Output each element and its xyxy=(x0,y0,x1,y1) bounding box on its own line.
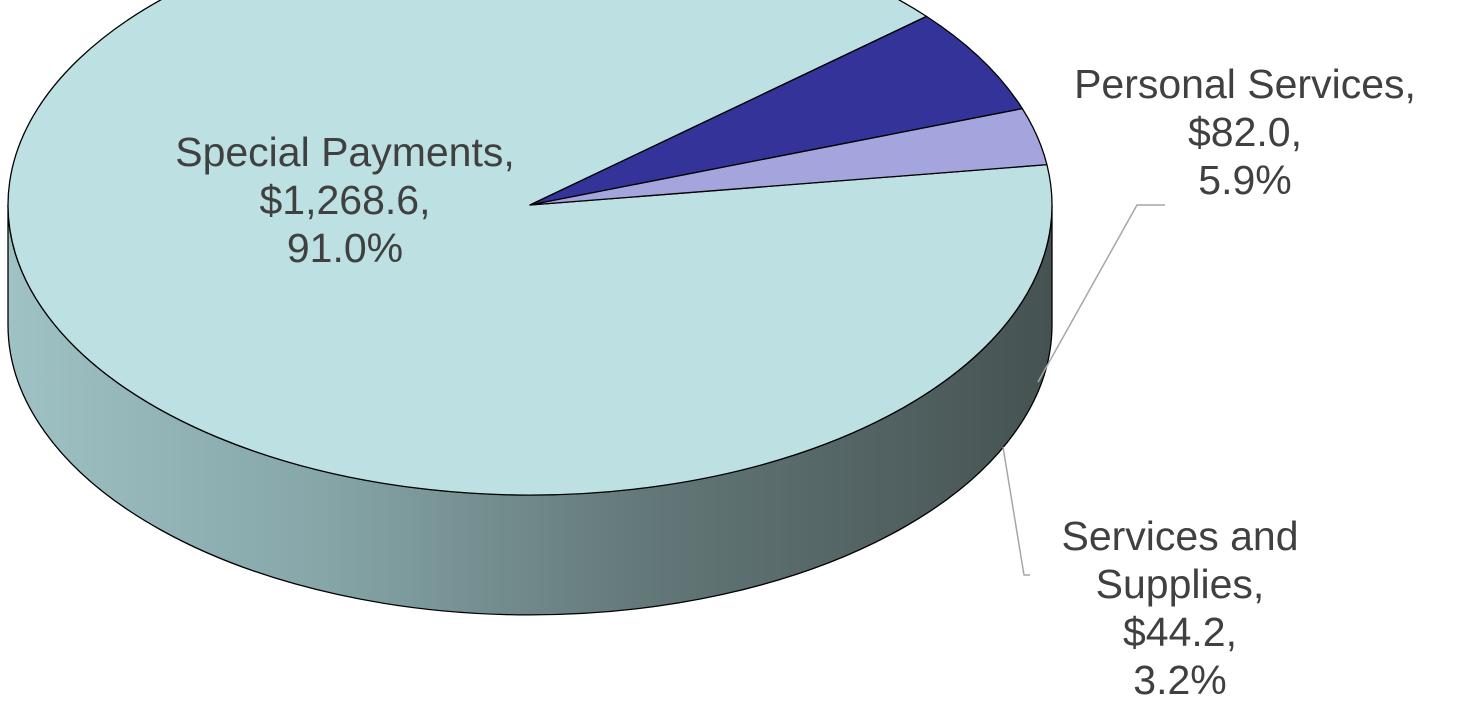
data-label-line: $1,268.6, xyxy=(259,177,431,223)
data-label-line: 91.0% xyxy=(286,225,404,271)
data-label-line: $44.2, xyxy=(1123,609,1237,655)
data-label-line: Special Payments, xyxy=(175,129,515,175)
data-label-line: Services and xyxy=(1061,513,1299,559)
pie-slice-1 xyxy=(529,15,1023,206)
leader-line-1 xyxy=(1037,204,1165,383)
pie-slice-0 xyxy=(7,0,1053,496)
data-label-personal-services: Personal Services, $82.0, 5.9% xyxy=(1030,60,1460,204)
pie-slice-2 xyxy=(529,107,1048,206)
leader-line-2 xyxy=(1002,446,1030,576)
data-label-line: 3.2% xyxy=(1133,657,1227,703)
data-label-line: $82.0, xyxy=(1188,109,1302,155)
data-label-line: 5.9% xyxy=(1198,157,1292,203)
data-label-line: Personal Services, xyxy=(1074,61,1416,107)
data-label-services-and-supplies: Services and Supplies, $44.2, 3.2% xyxy=(1030,512,1330,704)
data-label-line: Supplies, xyxy=(1095,561,1265,607)
data-label-special-payments: Special Payments, $1,268.6, 91.0% xyxy=(140,128,550,272)
